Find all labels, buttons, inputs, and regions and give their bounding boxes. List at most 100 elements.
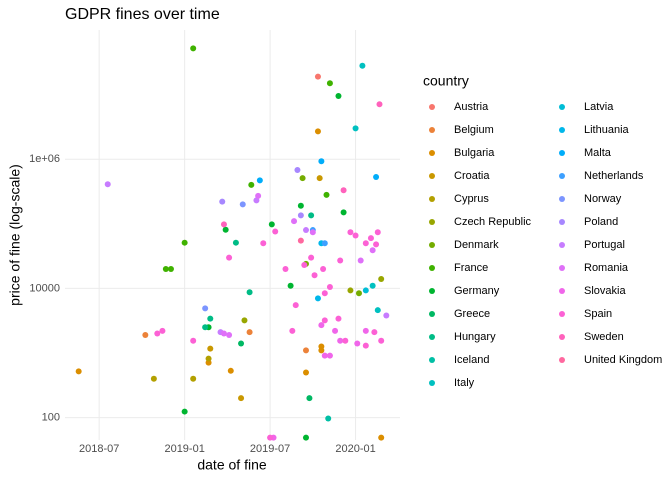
point bbox=[162, 265, 169, 272]
point bbox=[75, 368, 82, 375]
legend-marker bbox=[559, 104, 565, 110]
legend-marker bbox=[559, 265, 565, 271]
point bbox=[326, 80, 333, 87]
point bbox=[352, 125, 359, 132]
point bbox=[302, 434, 309, 441]
point bbox=[362, 287, 369, 294]
point bbox=[150, 375, 157, 382]
legend-label: Malta bbox=[584, 147, 612, 159]
point bbox=[378, 434, 385, 441]
legend-label: Denmark bbox=[454, 239, 499, 251]
point bbox=[373, 241, 380, 248]
point bbox=[362, 342, 369, 349]
point bbox=[226, 331, 233, 338]
legend-marker bbox=[429, 357, 435, 363]
point bbox=[222, 226, 229, 233]
legend-label: Czech Republic bbox=[454, 216, 532, 228]
legend-marker bbox=[559, 242, 565, 248]
point bbox=[142, 331, 149, 338]
point bbox=[325, 415, 332, 422]
x-tick-label: 2019-07 bbox=[250, 443, 290, 455]
point bbox=[355, 290, 362, 297]
y-axis-label: price of fine (log-scale) bbox=[7, 164, 23, 306]
point bbox=[159, 327, 166, 334]
point bbox=[202, 324, 209, 331]
legend-marker bbox=[429, 127, 435, 133]
point bbox=[347, 229, 354, 236]
point bbox=[318, 347, 325, 354]
point bbox=[190, 337, 197, 344]
legend-label: Belgium bbox=[454, 124, 494, 136]
point bbox=[207, 315, 214, 322]
point bbox=[181, 239, 188, 246]
point bbox=[378, 337, 385, 344]
point bbox=[376, 101, 383, 108]
legend-label: United Kingdom bbox=[584, 354, 662, 366]
point bbox=[291, 218, 298, 225]
point bbox=[308, 212, 315, 219]
x-tick-label: 2020-01 bbox=[335, 443, 375, 455]
legend-marker bbox=[559, 150, 565, 156]
legend-label: Lithuania bbox=[584, 124, 630, 136]
legend-marker bbox=[429, 219, 435, 225]
point bbox=[342, 337, 349, 344]
point bbox=[340, 209, 347, 216]
point bbox=[190, 375, 197, 382]
point bbox=[205, 355, 212, 362]
legend-label: Croatia bbox=[454, 170, 490, 182]
point bbox=[256, 177, 263, 184]
point bbox=[378, 275, 385, 282]
point bbox=[309, 229, 316, 236]
point bbox=[302, 227, 309, 234]
legend-label: Bulgaria bbox=[454, 147, 495, 159]
point bbox=[154, 330, 161, 337]
point bbox=[369, 247, 376, 254]
legend-label: Portugal bbox=[584, 239, 625, 251]
point bbox=[321, 290, 328, 297]
legend-label: Poland bbox=[584, 216, 618, 228]
point bbox=[321, 317, 328, 324]
point bbox=[268, 221, 275, 228]
y-tick-label: 1e+06 bbox=[29, 153, 60, 165]
point bbox=[253, 197, 260, 204]
point bbox=[181, 408, 188, 415]
legend-label: Greece bbox=[454, 308, 490, 320]
legend-marker bbox=[559, 127, 565, 133]
point bbox=[374, 229, 381, 236]
legend-marker bbox=[559, 219, 565, 225]
point bbox=[248, 181, 255, 188]
point bbox=[297, 202, 304, 209]
x-tick-label: 2018-07 bbox=[79, 443, 119, 455]
point bbox=[332, 327, 339, 334]
legend-marker bbox=[429, 380, 435, 386]
point bbox=[314, 295, 321, 302]
legend-label: Austria bbox=[454, 101, 489, 113]
legend-label: Romania bbox=[584, 262, 629, 274]
point bbox=[301, 262, 308, 269]
point bbox=[337, 257, 344, 264]
legend-marker bbox=[559, 196, 565, 202]
point bbox=[347, 287, 354, 294]
legend-label: Sweden bbox=[584, 331, 624, 343]
point bbox=[255, 192, 262, 199]
point bbox=[335, 315, 342, 322]
point bbox=[202, 305, 209, 312]
legend-marker bbox=[429, 196, 435, 202]
legend-marker bbox=[429, 150, 435, 156]
y-tick-label: 100 bbox=[42, 412, 60, 424]
legend-marker bbox=[429, 311, 435, 317]
x-axis-label: date of fine bbox=[197, 457, 266, 473]
legend-label: Netherlands bbox=[584, 170, 644, 182]
legend-marker bbox=[429, 242, 435, 248]
point bbox=[239, 201, 246, 208]
point bbox=[219, 198, 226, 205]
legend-marker bbox=[429, 265, 435, 271]
point bbox=[308, 254, 315, 261]
point bbox=[323, 191, 330, 198]
point bbox=[292, 302, 299, 309]
legend-label: Germany bbox=[454, 285, 500, 297]
legend-label: Hungary bbox=[454, 331, 496, 343]
legend-title: country bbox=[423, 73, 469, 89]
point bbox=[320, 265, 327, 272]
